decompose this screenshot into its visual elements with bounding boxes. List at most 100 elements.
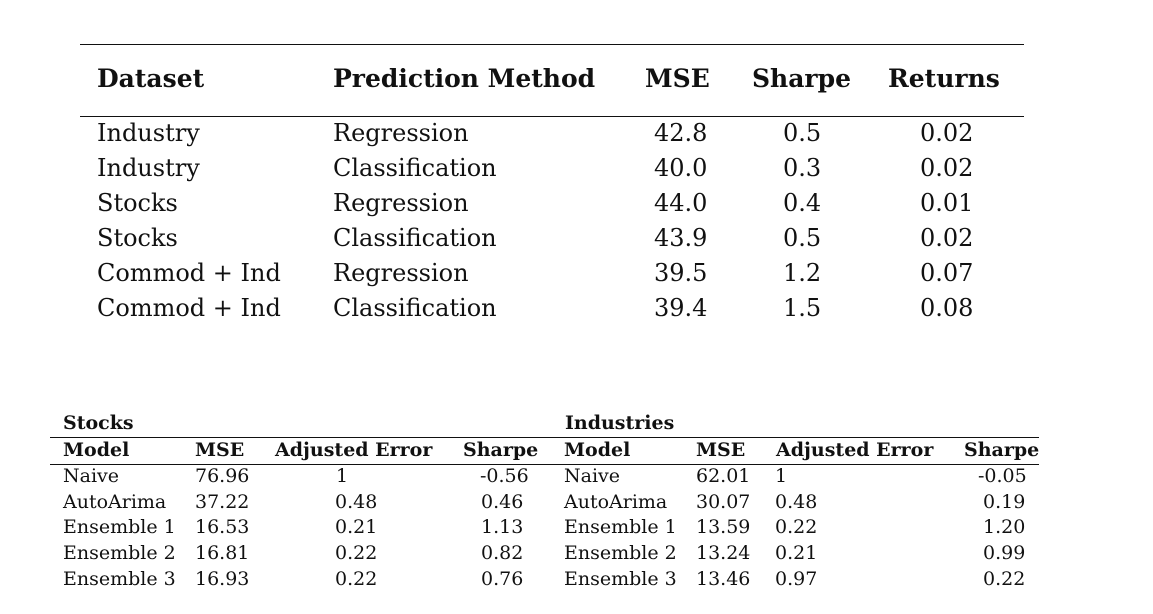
cell-sharpe: -0.05 xyxy=(978,465,1027,487)
cell-model: Naive xyxy=(564,465,621,487)
cell-mse: 40.0 xyxy=(654,154,708,182)
table-row: Stocks Classification 43.9 0.5 0.02 xyxy=(80,223,1024,258)
cell-method: Classification xyxy=(333,224,497,252)
table-row: Naive 62.01 1 -0.05 xyxy=(564,465,1053,491)
stocks-header-row: Model MSE Adjusted Error Sharpe xyxy=(62,439,556,463)
table-row: Naive 76.96 1 -0.56 xyxy=(62,465,556,491)
cell-model: Ensemble 2 xyxy=(63,542,176,565)
cell-adjusted-error: 0.48 xyxy=(775,490,818,513)
cell-returns: 0.08 xyxy=(920,294,974,322)
cell-returns: 0.02 xyxy=(920,224,974,252)
header-sharpe: Sharpe xyxy=(964,439,1040,461)
cell-adjusted-error: 0.22 xyxy=(335,542,378,565)
cell-dataset: Commod + Ind xyxy=(97,259,281,287)
prediction-method-table: Dataset Prediction Method MSE Sharpe Ret… xyxy=(80,44,1024,324)
cell-model: Ensemble 3 xyxy=(564,567,677,590)
cell-sharpe: 0.3 xyxy=(783,154,822,182)
cell-method: Regression xyxy=(333,259,469,287)
cell-mse: 16.81 xyxy=(195,542,250,565)
cell-mse: 16.53 xyxy=(195,516,250,539)
cell-adjusted-error: 0.21 xyxy=(335,516,378,539)
table-row: Industry Regression 42.8 0.5 0.02 xyxy=(80,118,1024,153)
table-row: AutoArima 30.07 0.48 0.19 xyxy=(564,491,1053,517)
cell-method: Regression xyxy=(333,189,469,217)
cell-mse: 39.5 xyxy=(654,259,708,287)
cell-sharpe: 1.20 xyxy=(983,516,1026,539)
cell-returns: 0.02 xyxy=(920,154,974,182)
header-mse: MSE xyxy=(195,439,245,461)
cell-dataset: Stocks xyxy=(97,224,178,252)
cell-model: AutoArima xyxy=(63,490,167,513)
table-row: Ensemble 1 13.59 0.22 1.20 xyxy=(564,516,1053,542)
cell-sharpe: 0.82 xyxy=(481,542,524,565)
cell-sharpe: 0.22 xyxy=(983,567,1026,590)
cell-adjusted-error: 0.21 xyxy=(775,542,818,565)
cell-adjusted-error: 0.22 xyxy=(775,516,818,539)
cell-model: Ensemble 1 xyxy=(564,516,677,539)
table-row: AutoArima 37.22 0.48 0.46 xyxy=(62,491,556,517)
industries-table-header-rule xyxy=(550,464,1039,465)
cell-method: Classification xyxy=(333,294,497,322)
cell-mse: 16.93 xyxy=(195,567,250,590)
cell-sharpe: 0.99 xyxy=(983,542,1026,565)
stocks-table-title: Stocks xyxy=(63,412,134,434)
industries-table-title: Industries xyxy=(565,412,675,434)
cell-sharpe: 0.5 xyxy=(783,224,822,252)
table-row: Ensemble 2 13.24 0.21 0.99 xyxy=(564,542,1053,568)
cell-mse: 43.9 xyxy=(654,224,708,252)
cell-adjusted-error: 1 xyxy=(775,465,788,487)
header-returns: Returns xyxy=(888,64,1000,93)
cell-sharpe: -0.56 xyxy=(480,465,529,487)
cell-sharpe: 0.4 xyxy=(783,189,822,217)
table-row: Ensemble 1 16.53 0.21 1.13 xyxy=(62,516,556,542)
table-row: Industry Classification 40.0 0.3 0.02 xyxy=(80,153,1024,188)
cell-sharpe: 1.13 xyxy=(481,516,524,539)
cell-mse: 30.07 xyxy=(696,490,751,513)
cell-dataset: Industry xyxy=(97,119,200,147)
cell-mse: 62.01 xyxy=(696,465,751,487)
cell-adjusted-error: 0.97 xyxy=(775,567,818,590)
cell-dataset: Industry xyxy=(97,154,200,182)
cell-mse: 44.0 xyxy=(654,189,708,217)
cell-returns: 0.01 xyxy=(920,189,974,217)
cell-adjusted-error: 1 xyxy=(336,465,349,487)
cell-model: Ensemble 1 xyxy=(63,516,176,539)
header-sharpe: Sharpe xyxy=(463,439,539,461)
cell-method: Regression xyxy=(333,119,469,147)
stocks-table-top-rule xyxy=(50,437,555,438)
cell-returns: 0.02 xyxy=(920,119,974,147)
industries-table-top-rule xyxy=(550,437,1039,438)
cell-model: Naive xyxy=(63,465,120,487)
table-header-row: Dataset Prediction Method MSE Sharpe Ret… xyxy=(80,64,1024,100)
table-row: Ensemble 2 16.81 0.22 0.82 xyxy=(62,542,556,568)
stocks-table-body: Naive 76.96 1 -0.56 AutoArima 37.22 0.48… xyxy=(62,465,556,593)
cell-dataset: Stocks xyxy=(97,189,178,217)
cell-dataset: Commod + Ind xyxy=(97,294,281,322)
table-row: Commod + Ind Classification 39.4 1.5 0.0… xyxy=(80,293,1024,328)
table-row: Ensemble 3 16.93 0.22 0.76 xyxy=(62,568,556,594)
cell-sharpe: 0.5 xyxy=(783,119,822,147)
cell-model: Ensemble 3 xyxy=(63,567,176,590)
header-adjusted-error: Adjusted Error xyxy=(776,439,934,461)
cell-mse: 37.22 xyxy=(195,490,250,513)
header-dataset: Dataset xyxy=(97,64,205,93)
table-body: Industry Regression 42.8 0.5 0.02 Indust… xyxy=(80,118,1024,328)
cell-sharpe: 1.5 xyxy=(783,294,822,322)
cell-adjusted-error: 0.22 xyxy=(335,567,378,590)
table-row: Stocks Regression 44.0 0.4 0.01 xyxy=(80,188,1024,223)
industries-table-body: Naive 62.01 1 -0.05 AutoArima 30.07 0.48… xyxy=(564,465,1053,593)
industries-header-row: Model MSE Adjusted Error Sharpe xyxy=(564,439,1053,463)
cell-mse: 76.96 xyxy=(195,465,250,487)
header-prediction-method: Prediction Method xyxy=(333,64,596,93)
table-header-rule xyxy=(80,116,1024,117)
cell-returns: 0.07 xyxy=(920,259,974,287)
table-row: Ensemble 3 13.46 0.97 0.22 xyxy=(564,568,1053,594)
cell-adjusted-error: 0.48 xyxy=(335,490,378,513)
cell-mse: 13.46 xyxy=(696,567,751,590)
cell-sharpe: 0.76 xyxy=(481,567,524,590)
cell-model: Ensemble 2 xyxy=(564,542,677,565)
cell-method: Classification xyxy=(333,154,497,182)
cell-mse: 13.24 xyxy=(696,542,751,565)
cell-mse: 42.8 xyxy=(654,119,708,147)
header-mse: MSE xyxy=(645,64,710,93)
